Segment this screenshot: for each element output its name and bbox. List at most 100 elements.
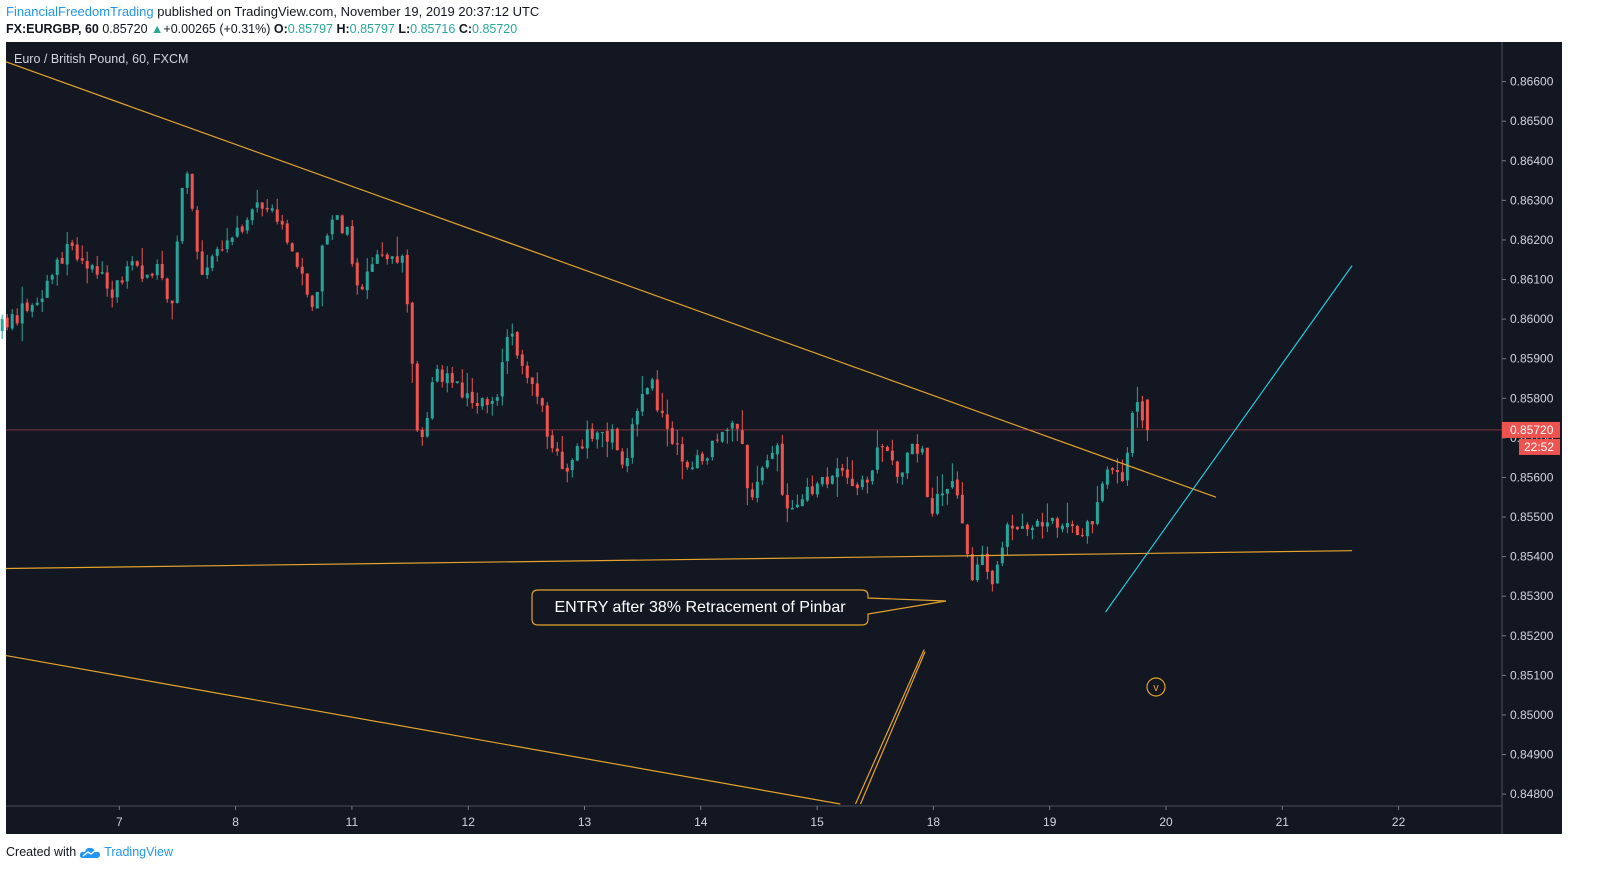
x-tick-label: 13 [578, 815, 592, 829]
candle-body [610, 429, 614, 443]
candle-body [395, 256, 399, 263]
candle-body [185, 173, 189, 188]
candle-body [865, 479, 869, 483]
candle-body [580, 446, 584, 449]
candle-body [340, 215, 344, 234]
candle-body [65, 243, 69, 265]
candle-body [15, 315, 19, 324]
candle-body [125, 266, 129, 282]
chart-title: Euro / British Pound, 60, FXCM [14, 52, 188, 66]
candle-body [115, 280, 119, 298]
x-tick-label: 8 [232, 815, 239, 829]
annotation-text: ENTRY after 38% Retracement of Pinbar [554, 599, 846, 616]
candle-body [780, 443, 784, 495]
candle-body [785, 494, 789, 509]
wave-label[interactable]: v [1146, 677, 1166, 697]
candle-body [675, 443, 679, 445]
candle-body [130, 261, 134, 266]
candle-body [250, 209, 254, 221]
candle-body [225, 240, 229, 250]
annotation-callout[interactable]: ENTRY after 38% Retracement of Pinbar [531, 589, 947, 626]
candle-body [975, 564, 979, 581]
candle-body [665, 414, 669, 429]
projection-line[interactable] [859, 651, 926, 805]
candle-body [715, 439, 719, 441]
y-tick-label: 0.85600 [1510, 470, 1554, 484]
candle-body [840, 467, 844, 471]
tradingview-brand[interactable]: TradingView [104, 845, 173, 859]
candle-body [695, 455, 699, 469]
trendline[interactable] [5, 550, 1353, 570]
candle-body [980, 554, 984, 566]
candle-body [685, 461, 689, 468]
candle-body [490, 400, 494, 404]
candle-body [660, 410, 664, 414]
candle-body [855, 484, 859, 489]
candle-body [530, 377, 534, 384]
candle-body [905, 452, 909, 474]
candle-body [895, 461, 899, 477]
y-axis[interactable]: 0.86600 0.86500 0.86400 0.86300 0.86200 0.861… [1502, 75, 1560, 802]
candle-body [1010, 525, 1014, 529]
y-tick-label: 0.86200 [1510, 233, 1554, 247]
current-price-tag [1502, 421, 1560, 438]
candle-body [405, 254, 409, 305]
candle-body [960, 494, 964, 524]
candle-body [930, 498, 934, 514]
x-axis[interactable]: 7 8 11 12 13 14 15 18 19 20 21 22 [116, 806, 1406, 829]
candle-body [990, 570, 994, 585]
candle-body [950, 481, 954, 488]
candle-body [520, 354, 524, 366]
candle-body [775, 445, 779, 455]
last-price: 0.85720 [102, 22, 148, 36]
y-tick-label: 0.86500 [1510, 114, 1554, 128]
x-tick-label: 12 [462, 815, 476, 829]
candle-body [75, 244, 79, 260]
candle-body [1070, 524, 1074, 527]
candle-body [1130, 412, 1134, 454]
candle-body [210, 256, 214, 269]
candle-body [810, 486, 814, 495]
candle-body [305, 273, 309, 295]
x-tick-label: 7 [116, 815, 123, 829]
candle-body [195, 210, 199, 252]
candle-body [435, 368, 439, 382]
candle-body [120, 280, 124, 283]
projection-line[interactable] [854, 649, 925, 805]
candle-body [440, 369, 444, 382]
candle-body [835, 468, 839, 478]
candle-body [205, 267, 209, 276]
trendline[interactable] [5, 654, 841, 805]
candle-body [600, 432, 604, 434]
candles [0, 171, 1149, 592]
trendline[interactable] [5, 61, 1217, 498]
y-tick-label: 0.85500 [1510, 510, 1554, 524]
candle-body [915, 443, 919, 454]
candle-body [760, 467, 764, 481]
candle-body [670, 427, 674, 444]
candle-body [995, 564, 999, 584]
candle-body [10, 314, 14, 329]
author-link[interactable]: FinancialFreedomTrading [6, 4, 154, 19]
candle-body [0, 319, 4, 331]
cyan-trendline[interactable] [1105, 265, 1353, 613]
drawings [5, 61, 1502, 805]
candle-body [330, 219, 334, 235]
candle-body [1065, 522, 1069, 528]
candle-body [215, 248, 219, 256]
candle-body [430, 382, 434, 419]
candle-body [80, 258, 84, 261]
ohlc-legend: FX:EURGBP, 60 0.85720 ▲+0.00265 (+0.31%)… [6, 22, 517, 36]
y-tick-label: 0.85800 [1510, 391, 1554, 405]
candle-body [135, 261, 139, 266]
candle-body [265, 207, 269, 210]
close-value: 0.85720 [472, 22, 518, 36]
candle-body [475, 403, 479, 407]
y-tick-label: 0.85900 [1510, 352, 1554, 366]
candle-body [940, 493, 944, 496]
candle-body [860, 479, 864, 487]
candle-body [275, 209, 279, 222]
candle-body [690, 467, 694, 469]
candle-body [280, 220, 284, 225]
